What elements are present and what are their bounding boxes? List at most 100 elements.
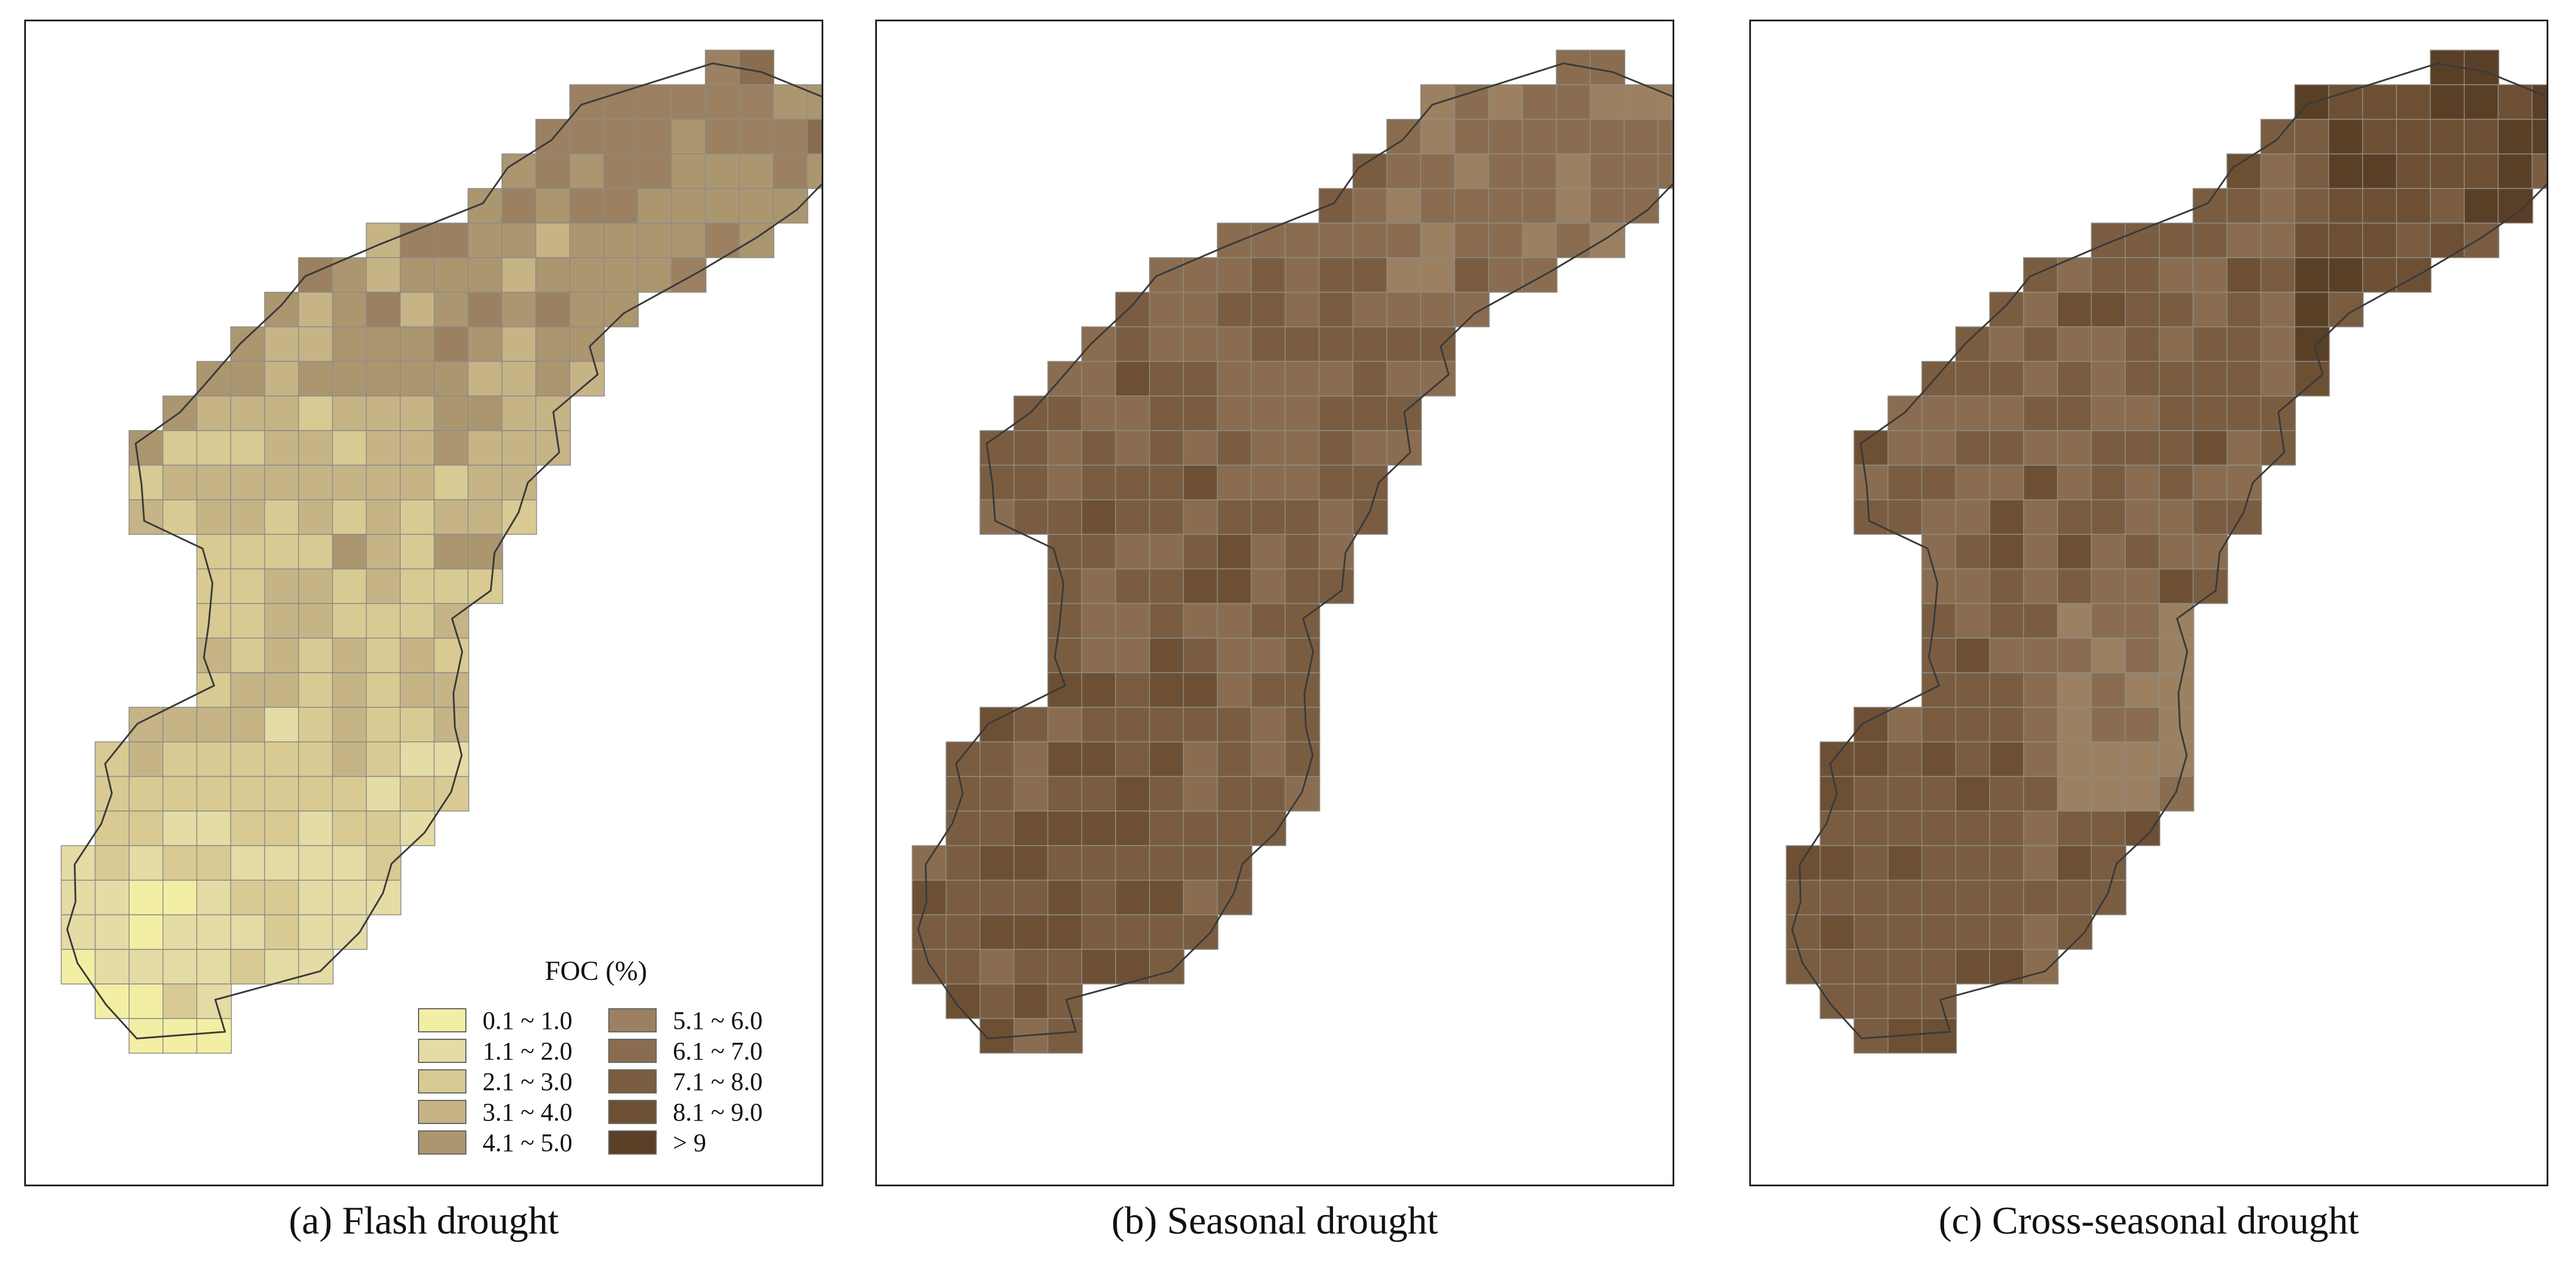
grid-cell <box>2091 568 2127 604</box>
grid-cell <box>434 257 469 293</box>
grid-cell <box>1955 361 1991 397</box>
grid-cell <box>400 568 435 604</box>
grid-cell <box>1989 534 2025 570</box>
grid-cell <box>1182 361 1219 397</box>
grid-cell <box>230 741 266 777</box>
grid-cell <box>2193 430 2228 466</box>
grid-cell <box>1386 223 1422 258</box>
grid-cell <box>946 914 981 950</box>
grid-cell <box>2057 672 2093 708</box>
grid-cell <box>230 430 266 466</box>
grid-cell <box>1522 223 1558 258</box>
grid-cell <box>1319 534 1354 570</box>
grid-cell <box>1955 672 1991 708</box>
grid-cell <box>1820 983 1855 1019</box>
grid-cell <box>230 810 266 846</box>
grid-cell <box>1955 949 1991 985</box>
grid-cell <box>1217 257 1253 293</box>
grid-cell <box>230 914 266 950</box>
grid-cell <box>196 395 232 431</box>
grid-cell <box>162 949 198 985</box>
grid-cell <box>1149 776 1185 812</box>
grid-cell <box>1081 395 1117 431</box>
grid-cell <box>1921 672 1957 708</box>
grid-cell <box>434 430 469 466</box>
grid-cell <box>1285 741 1320 777</box>
grid-cell <box>1420 361 1456 397</box>
grid-cell <box>2091 638 2127 673</box>
grid-cell <box>1013 741 1049 777</box>
grid-cell <box>2159 499 2194 535</box>
grid-cell <box>1149 707 1185 742</box>
grid-cell <box>434 326 469 362</box>
grid-cell <box>162 880 198 915</box>
grid-cell <box>569 257 605 293</box>
grid-cell <box>332 638 368 673</box>
grid-cell <box>1854 914 1889 950</box>
grid-cell <box>298 880 334 915</box>
grid-cell <box>2226 499 2262 535</box>
grid-cell <box>1786 880 1821 915</box>
grid-cell <box>2159 776 2194 812</box>
grid-cell <box>1047 361 1083 397</box>
grid-cell <box>1149 395 1185 431</box>
grid-cell <box>298 914 334 950</box>
grid-cell <box>1182 880 1219 915</box>
grid-cell <box>1955 707 1991 742</box>
grid-cell <box>366 638 402 673</box>
grid-cell <box>1319 395 1354 431</box>
grid-cell <box>2260 223 2296 258</box>
grid-cell <box>1217 534 1253 570</box>
grid-cell <box>434 603 469 639</box>
grid-cell <box>366 845 402 881</box>
grid-cell <box>1285 257 1320 293</box>
grid-cell <box>1081 430 1117 466</box>
grid-cell <box>468 188 503 224</box>
grid-cell <box>2193 223 2228 258</box>
grid-cell <box>1454 292 1490 327</box>
grid-cell <box>912 845 947 881</box>
grid-cell <box>264 638 300 673</box>
grid-cell <box>1013 983 1049 1019</box>
grid-cell <box>264 395 300 431</box>
grid-cell <box>1217 499 1253 535</box>
grid-cell <box>264 568 300 604</box>
grid-cell <box>569 153 605 189</box>
grid-cell <box>298 430 334 466</box>
grid-cell <box>1182 499 1219 535</box>
grid-cell <box>129 914 164 950</box>
grid-cell <box>501 188 537 224</box>
grid-cell <box>1319 257 1354 293</box>
grid-cell <box>980 465 1015 500</box>
grid-cell <box>1386 430 1422 466</box>
grid-cell <box>671 84 707 120</box>
grid-cell <box>434 741 469 777</box>
grid-cell <box>1217 672 1253 708</box>
grid-cell <box>1285 638 1320 673</box>
grid-cell <box>366 395 402 431</box>
grid-cell <box>2057 776 2093 812</box>
legend-item-9: > 9 <box>608 1128 706 1157</box>
grid-cell <box>1182 257 1219 293</box>
legend-swatch <box>608 1130 657 1155</box>
grid-cell <box>196 672 232 708</box>
grid-cell <box>298 534 334 570</box>
grid-cell <box>366 326 402 362</box>
legend-label: 5.1 ~ 6.0 <box>673 1006 763 1035</box>
grid-cell <box>2362 257 2398 293</box>
grid-cell <box>2328 292 2364 327</box>
grid-cell <box>569 361 605 397</box>
grid-cell <box>1251 223 1286 258</box>
grid-cell <box>1047 880 1083 915</box>
grid-cell <box>2091 534 2127 570</box>
legend-swatch <box>418 1039 466 1063</box>
grid-cell <box>400 257 435 293</box>
grid-cell <box>1921 810 1957 846</box>
grid-cell <box>2159 465 2194 500</box>
grid-cell <box>400 499 435 535</box>
grid-cell <box>1149 326 1185 362</box>
grid-cell <box>2498 84 2533 120</box>
grid-cell <box>1989 672 2025 708</box>
grid-cell <box>980 914 1015 950</box>
grid-cell <box>2532 153 2547 189</box>
